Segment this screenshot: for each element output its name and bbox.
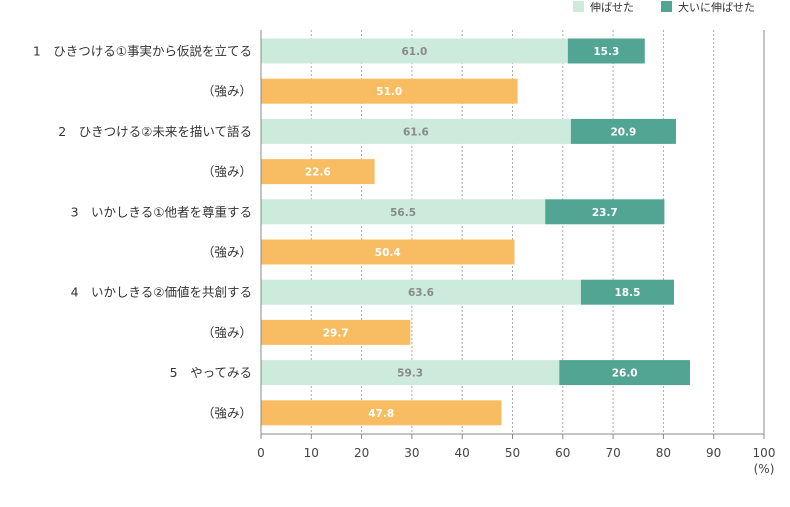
x-tick-label-30: 30 (404, 446, 419, 460)
bar-grown-value-label: 63.6 (408, 287, 434, 299)
category-label: 1 ひきつける①事実から仮説を立てる (33, 44, 252, 59)
category-label: （強み） (202, 84, 252, 99)
bar-grown (261, 279, 581, 305)
bar-grown-value-label: 56.5 (390, 207, 416, 219)
x-axis: 0 10 20 30 40 50 60 70 80 90 100 (257, 30, 775, 460)
category-label: 3 いかしきる①他者を尊重する (71, 204, 252, 219)
category-label: （強み） (202, 164, 252, 179)
bar-strength (261, 319, 411, 345)
bar-greatly-grown (545, 199, 665, 225)
bar-strength (261, 78, 518, 104)
bar-strength-value-label: 29.7 (323, 327, 349, 339)
bar-greatly-grown (570, 118, 676, 144)
x-tick-label-20: 20 (354, 446, 369, 460)
legend-swatch-grown (573, 1, 584, 12)
bar-greatly-grown (580, 279, 674, 305)
legend-label-greatly_grown: 大いに伸ばせた (678, 0, 755, 14)
x-tick-label-100: 100 (753, 446, 776, 460)
bar-greatly-grown-value-label: 20.9 (610, 126, 636, 138)
x-tick-label-0: 0 (257, 446, 265, 460)
category-label: （強み） (202, 325, 252, 340)
bar-strength-value-label: 50.4 (375, 247, 401, 259)
category-labels: 1 ひきつける①事実から仮説を立てる （強み） 2 ひきつける②未来を描いて語る （強… (33, 44, 252, 421)
category-label: 4 いかしきる②価値を共創する (71, 285, 252, 300)
category-label: 5 やってみる (170, 365, 252, 380)
bar-strength-value-label: 47.8 (368, 408, 394, 420)
bar-strength (261, 400, 502, 426)
bar-grown (261, 199, 546, 225)
x-tick-label-10: 10 (304, 446, 319, 460)
bars: 61.0 15.3 51.0 61.6 20.9 22.6 56.5 23.7 50.4 63.6… (261, 38, 691, 426)
bar-greatly-grown-value-label: 18.5 (614, 287, 640, 299)
x-tick-label-50: 50 (505, 446, 520, 460)
bar-greatly-grown-value-label: 15.3 (593, 46, 619, 58)
legend: 伸ばせた 大いに伸ばせた (573, 0, 755, 14)
bar-grown (261, 360, 560, 386)
bar-strength-value-label: 51.0 (376, 86, 402, 98)
x-tick-label-80: 80 (656, 446, 671, 460)
bar-grown (261, 38, 568, 64)
bar-greatly-grown (567, 38, 645, 64)
bar-greatly-grown-value-label: 26.0 (612, 368, 638, 380)
bar-grown-value-label: 59.3 (397, 368, 423, 380)
bar-strength (261, 159, 375, 185)
x-tick-label-90: 90 (706, 446, 721, 460)
x-tick-label-70: 70 (605, 446, 620, 460)
unit-label: (%) (754, 462, 775, 476)
bar-grown-value-label: 61.0 (401, 46, 427, 58)
bar-grown-value-label: 61.6 (403, 126, 429, 138)
bar-grown (261, 118, 571, 144)
category-label: （強み） (202, 405, 252, 420)
category-label: 2 ひきつける②未来を描いて語る (58, 124, 252, 139)
x-tick-label-40: 40 (455, 446, 470, 460)
bar-greatly-grown (559, 360, 691, 386)
bar-strength (261, 239, 515, 265)
category-label: （強み） (202, 245, 252, 260)
x-tick-label-60: 60 (555, 446, 570, 460)
bar-strength-value-label: 22.6 (305, 167, 331, 179)
legend-swatch-greatly_grown (661, 1, 672, 12)
legend-label-grown: 伸ばせた (590, 1, 634, 14)
bar-greatly-grown-value-label: 23.7 (592, 207, 618, 219)
